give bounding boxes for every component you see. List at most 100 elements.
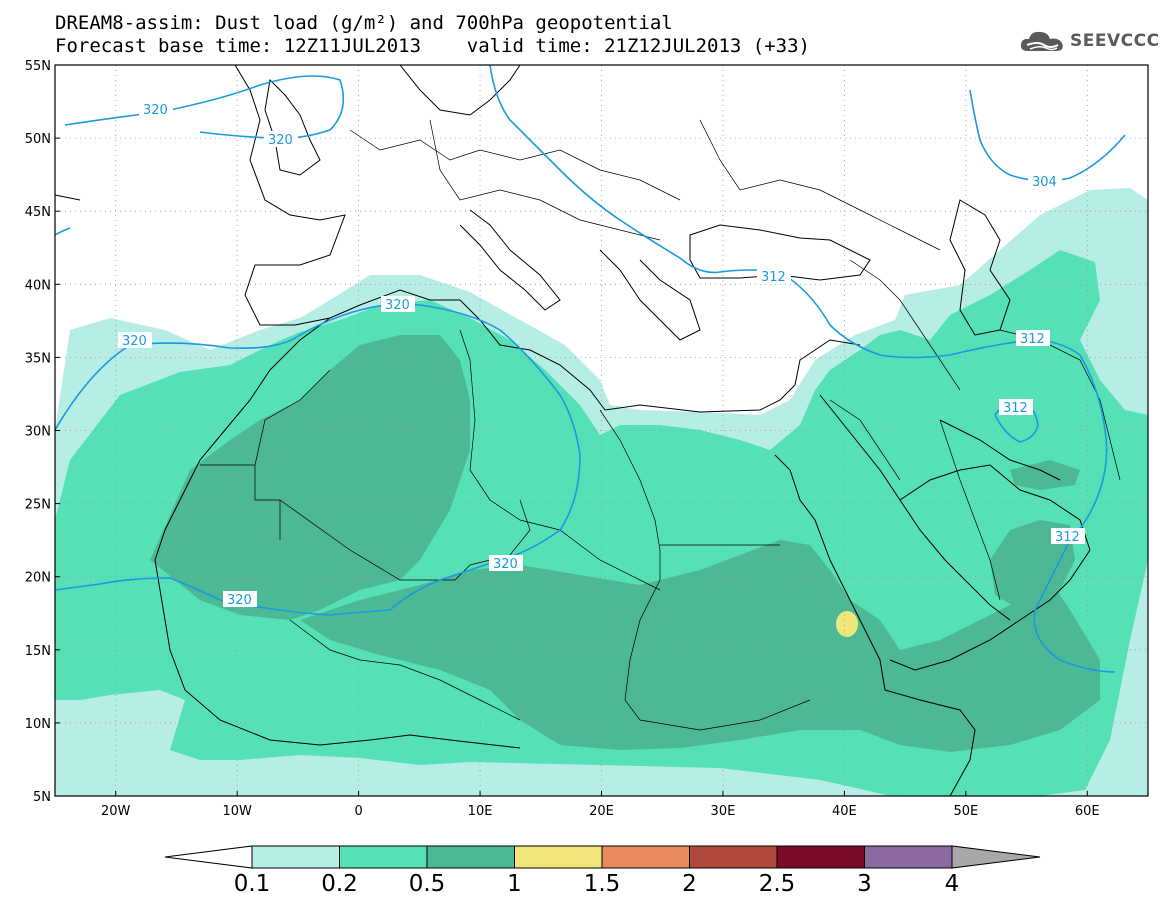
map-grid [55,65,1148,796]
border-sudan [624,579,811,731]
contour-label: 312 [1055,530,1080,545]
contour-label-bg [139,101,173,117]
cloud-icon [1020,31,1063,51]
map-subtitle: Forecast base time: 12Z11JUL2013 valid t… [55,35,810,57]
coast-north-sea [399,65,521,116]
colorbar-swatch [339,845,428,869]
border-middle-east [849,259,961,391]
colorbar-level-label: 2 [682,871,697,897]
colorbar-swatch [426,845,515,869]
lat-tick-label: 35N [25,351,51,366]
country-borders [200,119,1121,731]
colorbar-swatch [601,845,690,869]
coast-greece [599,249,701,341]
colorbar-over-arrow [951,845,1041,869]
map-title: DREAM8-assim: Dust load (g/m²) and 700hP… [55,12,673,34]
dust-band-0.5-central [300,540,1100,752]
map-axes: 55N 50N 45N 40N 35N 30N 25N 20N 15N 10N 5N 20W 10W 0 1… [25,59,1100,819]
colorbar-swatch [776,845,865,869]
lat-tick-label: 10N [25,717,51,732]
contour-label-bg [489,555,523,571]
contour-label-bg [381,296,415,312]
seevccc-logo: SEEVCCC [1018,26,1160,56]
coast-west-africa [154,317,521,749]
colorbar-level-label: 1 [507,871,522,897]
border-europe-2 [429,119,661,241]
border-europe-1 [349,129,681,201]
logo-text: SEEVCCC [1070,31,1160,51]
colorbar-level-label: 0.5 [409,871,446,897]
lat-tick-label: 15N [25,644,51,659]
contour-label: 320 [122,334,147,349]
contour-label: 320 [143,103,168,118]
contour-label: 312 [1020,332,1045,347]
colorbar-swatch [689,845,778,869]
coast-horn-africa [884,689,976,796]
contour-label-bg [1051,528,1085,544]
border-west-africa [289,619,521,721]
contour-label: 320 [268,133,293,148]
colorbar-level-label: 1.5 [584,871,621,897]
colorbar-swatch [251,845,340,869]
border-libya-egypt [599,409,780,580]
contour-label-bg [264,131,298,147]
lon-tick-label: 20E [589,804,614,819]
coast-europe-africa [55,65,861,413]
colorbar-swatch [864,845,953,869]
contour-label-bg [999,399,1033,415]
lat-tick-label: 30N [25,425,51,440]
border-sahara-1 [200,369,331,540]
lat-tick-label: 25N [25,498,51,513]
lon-tick-label: 10E [468,804,493,819]
dust-fields [55,188,1148,796]
colorbar-level-label: 4 [945,871,960,897]
lon-tick-label: 50E [953,804,978,819]
contour-label: 320 [385,298,410,313]
lon-tick-label: 10W [222,804,252,819]
contour-320-west [55,227,71,236]
contour-label: 312 [761,270,786,285]
coast-persian-gulf [939,419,1061,481]
colorbar-level-label: 3 [857,871,872,897]
coast-black-sea [689,224,871,281]
lat-tick-label: 45N [25,205,51,220]
colorbar-under-arrow [164,845,253,869]
coast-red-sea [774,394,1011,691]
lon-tick-label: 20W [101,804,131,819]
contour-label-bg [757,268,791,284]
lat-tick-label: 20N [25,571,51,586]
dust-band-0.5-iran [1010,460,1080,490]
dust-band-0.5-west [150,335,470,620]
colorbar-swatch [514,845,603,869]
coastlines [55,65,1091,796]
lat-tick-label: 40N [25,278,51,293]
contour-labels: 320 320 320 320 320 320 312 312 312 312 … [118,101,1085,608]
coast-italy [459,209,561,311]
border-east [699,119,941,251]
lon-tick-label: 40E [832,804,857,819]
lon-tick-label: 30E [711,804,736,819]
contour-label: 312 [1003,401,1028,416]
contour-304 [969,89,1126,182]
lat-tick-label: 55N [25,59,51,74]
colorbar-level-label: 0.2 [321,871,358,897]
lat-tick-label: 50N [25,132,51,147]
lon-tick-label: 0 [354,804,362,819]
contour-label-bg [118,332,152,348]
coast-britain [264,78,321,176]
contour-label: 320 [227,593,252,608]
contour-label-bg [1028,173,1062,189]
colorbar: 0.1 0.2 0.5 1 1.5 2 2.5 3 4 [164,845,1041,897]
contour-label: 304 [1032,175,1057,190]
colorbar-level-label: 0.1 [234,871,271,897]
border-arabia [829,399,1001,601]
colorbar-level-label: 2.5 [759,871,796,897]
contour-label-bg [223,591,257,607]
dust-band-1.0-eritrea [836,611,858,637]
lon-tick-label: 60E [1075,804,1100,819]
border-sahara-3 [459,329,661,591]
coast-arabia [889,464,1091,671]
contour-label-bg [1016,330,1050,346]
contour-label: 320 [493,557,518,572]
